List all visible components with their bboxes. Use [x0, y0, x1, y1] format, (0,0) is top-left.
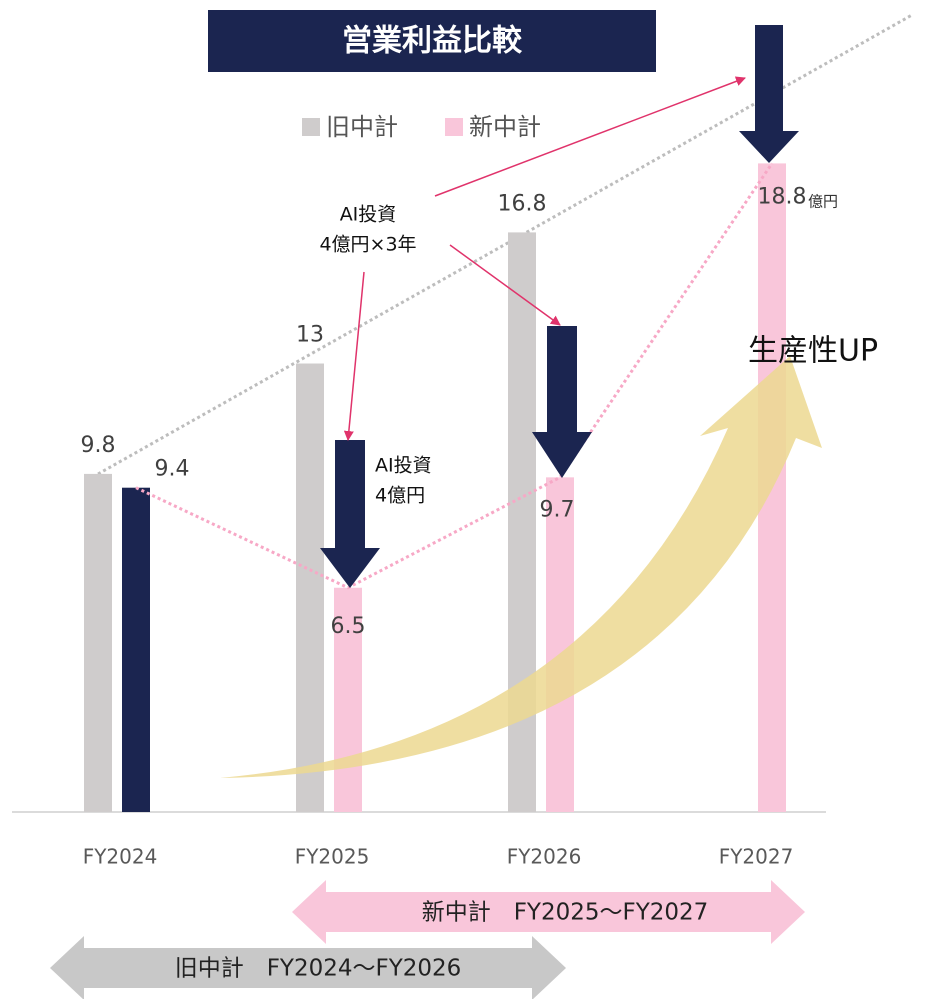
- annotation: 生産性UP: [748, 334, 878, 369]
- period-arrow: [292, 880, 805, 944]
- value-label: 9.7: [540, 497, 575, 522]
- annotation: AI投資: [340, 204, 397, 226]
- value-label: 9.4: [155, 457, 190, 482]
- bar: [508, 232, 536, 812]
- legend-label: 新中計: [469, 113, 541, 141]
- bar: [122, 487, 150, 812]
- period-label: 新中計 FY2025～FY2027: [422, 900, 709, 926]
- value-label: 16.8: [498, 191, 547, 216]
- period-label: 旧中計 FY2024～FY2026: [175, 956, 462, 982]
- legend-label: 旧中計: [326, 113, 398, 141]
- title-box: [208, 10, 656, 72]
- value-label: 18.8: [758, 184, 807, 209]
- bar: [334, 587, 362, 812]
- legend-swatch: [445, 118, 463, 136]
- bar: [296, 363, 324, 812]
- x-tick-label: FY2026: [507, 845, 582, 869]
- value-label: 6.5: [331, 614, 366, 639]
- x-tick-label: FY2025: [295, 845, 370, 869]
- chart-title: 営業利益比較: [342, 24, 523, 59]
- series-line: [135, 162, 774, 590]
- pointer-arrow: [434, 76, 746, 197]
- x-tick-label: FY2027: [719, 845, 794, 869]
- annotation: 4億円: [375, 485, 425, 507]
- pointer-arrow: [343, 271, 365, 441]
- value-label: 13: [296, 323, 324, 348]
- x-tick-label: FY2024: [83, 845, 158, 869]
- annotation: AI投資: [375, 455, 432, 477]
- down-arrow: [739, 25, 799, 163]
- unit-label: 億円: [808, 193, 838, 211]
- period-arrow: [50, 936, 566, 999]
- down-arrow: [532, 326, 592, 478]
- legend-swatch: [302, 118, 320, 136]
- bar: [84, 473, 112, 812]
- bar: [546, 477, 574, 812]
- value-label: 9.8: [81, 433, 116, 458]
- pointer-arrow: [449, 244, 561, 326]
- annotation: 4億円×3年: [319, 234, 416, 256]
- down-arrow: [320, 440, 380, 588]
- growth-arrow: [220, 356, 822, 778]
- background-layer: 営業利益比較: [97, 10, 913, 476]
